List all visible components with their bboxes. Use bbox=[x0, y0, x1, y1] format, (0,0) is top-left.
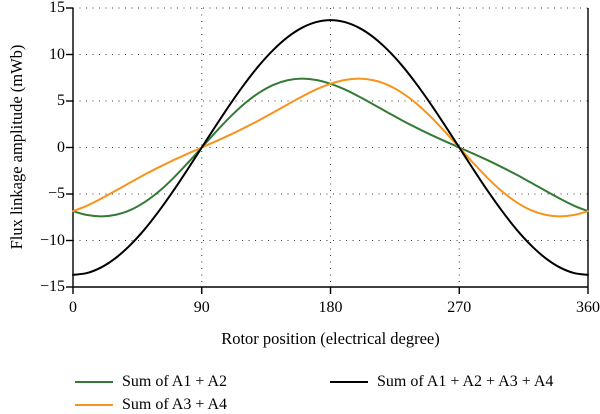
legend-item-sum-a3-a4: Sum of A3 + A4 bbox=[75, 396, 227, 414]
x-tick-label: 270 bbox=[447, 299, 472, 316]
series-sum-of-a3-a4 bbox=[72, 77, 589, 218]
y-tick-label: 15 bbox=[49, 0, 65, 16]
plot-area bbox=[66, 7, 589, 294]
x-tick-label: 360 bbox=[576, 299, 600, 316]
legend-label: Sum of A1 + A2 + A3 + A4 bbox=[377, 373, 554, 390]
y-tick-label: −5 bbox=[47, 185, 65, 202]
y-tick-label: −15 bbox=[39, 278, 65, 295]
y-tick-label: 10 bbox=[49, 45, 65, 63]
legend-line-green bbox=[75, 380, 113, 384]
legend-item-sum-total: Sum of A1 + A2 + A3 + A4 bbox=[330, 373, 553, 391]
y-tick-label: 0 bbox=[57, 138, 65, 156]
legend-label: Sum of A1 + A2 bbox=[122, 373, 228, 390]
x-tick-label: 180 bbox=[318, 299, 343, 316]
legend-label: Sum of A3 + A4 bbox=[122, 396, 228, 413]
legend-line-orange bbox=[75, 403, 113, 407]
legend-line-black bbox=[330, 380, 368, 384]
x-axis-label: Rotor position (electrical degree) bbox=[221, 329, 440, 348]
y-axis-label: Flux linkage amplitude (mWb) bbox=[7, 44, 26, 250]
series-sum-of-a1-a2-a3-a4 bbox=[72, 19, 589, 276]
x-tick-label: 90 bbox=[193, 299, 210, 316]
legend-item-sum-a1-a2: Sum of A1 + A2 bbox=[75, 373, 227, 391]
x-tick-label: 0 bbox=[69, 299, 77, 316]
y-tick-label: −10 bbox=[39, 231, 65, 249]
y-tick-label: 5 bbox=[57, 92, 65, 109]
